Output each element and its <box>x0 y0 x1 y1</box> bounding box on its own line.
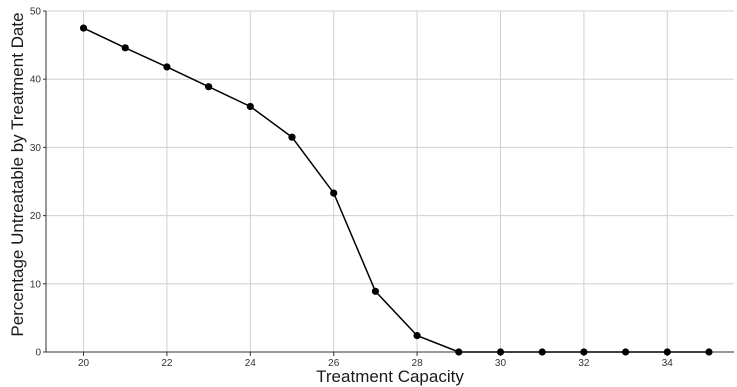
y-tick-label: 30 <box>30 143 42 154</box>
x-tick-label: 22 <box>161 358 173 369</box>
grid <box>46 10 734 353</box>
x-axis-title: Treatment Capacity <box>316 367 464 386</box>
data-point <box>288 133 296 141</box>
y-axis-title: Percentage Untreatable by Treatment Date <box>8 12 27 336</box>
y-tick-label: 20 <box>30 211 42 222</box>
x-tick-label: 24 <box>245 358 257 369</box>
data-point <box>205 83 213 91</box>
data-point <box>121 44 129 52</box>
data-point <box>580 348 588 356</box>
series-layer <box>79 24 713 356</box>
data-point <box>663 348 671 356</box>
data-point <box>246 102 254 111</box>
tick-labels: 0 10 20 30 40 50 20 22 24 26 28 30 32 34 <box>30 7 673 370</box>
data-point <box>496 348 505 356</box>
y-tick-label: 50 <box>30 7 42 18</box>
x-tick-label: 30 <box>495 358 507 369</box>
y-tick-label: 10 <box>30 279 42 290</box>
data-point <box>371 287 380 295</box>
data-point <box>455 348 463 356</box>
data-point <box>163 63 171 71</box>
data-point <box>79 24 88 32</box>
x-tick-label: 20 <box>78 358 90 369</box>
x-tick-label: 32 <box>578 358 590 369</box>
data-point <box>538 348 546 356</box>
series-line <box>83 27 709 353</box>
x-tick-label: 28 <box>412 358 424 369</box>
data-point <box>705 348 713 356</box>
y-tick-label: 0 <box>35 348 41 359</box>
x-tick-label: 26 <box>328 358 340 369</box>
y-tick-label: 40 <box>30 75 42 86</box>
data-point <box>413 332 421 340</box>
data-point <box>621 348 630 356</box>
x-tick-label: 34 <box>662 358 674 369</box>
data-point <box>330 189 338 197</box>
